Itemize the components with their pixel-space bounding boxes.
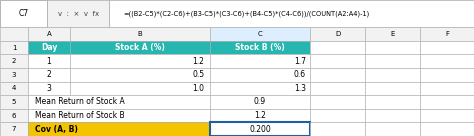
Text: 1: 1 [12,45,16,51]
Bar [210,54,310,68]
Bar [310,68,365,82]
Bar [0,27,28,41]
Bar [310,54,365,68]
Text: v  :  ×  v  fx: v : × v fx [58,11,99,17]
Text: 4: 4 [12,85,16,91]
Bar [28,95,210,109]
Text: 0.6: 0.6 [294,70,306,79]
Bar [310,109,365,122]
Bar [28,109,210,122]
Text: =((B2-C5)*(C2-C6)+(B3-C5)*(C3-C6)+(B4-C5)*(C4-C6))/(COUNT(A2:A4)-1): =((B2-C5)*(C2-C6)+(B3-C5)*(C3-C6)+(B4-C5… [124,10,370,17]
Bar [70,54,210,68]
Bar [28,54,70,68]
Text: 1.0: 1.0 [192,84,204,93]
Text: 1.2: 1.2 [254,111,266,120]
Bar [310,27,365,41]
Bar [0,41,28,54]
Bar [70,82,210,95]
Bar [0,109,28,122]
Text: 0.200: 0.200 [249,125,271,134]
Text: 2: 2 [12,58,16,64]
Bar [365,95,420,109]
Text: A: A [46,31,51,37]
Bar [0,82,28,95]
Bar [420,82,474,95]
Bar [28,27,70,41]
Text: 7: 7 [12,126,16,132]
Text: C: C [258,31,263,37]
Bar [420,122,474,136]
Bar [28,122,210,136]
Text: 1.7: 1.7 [294,57,306,66]
Text: 3: 3 [46,84,52,93]
Bar [365,27,420,41]
Text: 6: 6 [12,113,16,119]
Text: B: B [137,31,142,37]
Bar [70,27,210,41]
Bar [210,41,310,54]
Bar [365,54,420,68]
Bar [365,109,420,122]
Bar [210,68,310,82]
Text: E: E [390,31,395,37]
Bar [210,122,310,136]
Bar [210,109,310,122]
Bar [310,95,365,109]
Bar [28,41,70,54]
Bar [210,82,310,95]
Text: 0.9: 0.9 [254,98,266,106]
Bar [47,0,109,27]
Bar [0,122,28,136]
Text: 0.5: 0.5 [192,70,204,79]
Bar [420,54,474,68]
Bar [28,68,70,82]
Text: 2: 2 [46,70,51,79]
Bar [420,95,474,109]
Bar [0,0,47,27]
Bar [310,41,365,54]
Bar [420,27,474,41]
Bar [0,95,28,109]
Bar [365,68,420,82]
Bar [0,68,28,82]
Bar [365,41,420,54]
Text: Mean Return of Stock A: Mean Return of Stock A [35,98,125,106]
Text: C7: C7 [18,9,29,18]
Text: 5: 5 [12,99,16,105]
Text: 3: 3 [12,72,16,78]
Text: Stock B (%): Stock B (%) [235,43,285,52]
Bar [210,27,310,41]
Bar [310,82,365,95]
Bar [420,68,474,82]
Bar [0,54,28,68]
Text: Day: Day [41,43,57,52]
Bar [28,82,70,95]
Bar [420,109,474,122]
Bar [420,41,474,54]
Text: F: F [445,31,449,37]
Text: Cov (A, B): Cov (A, B) [35,125,78,134]
Bar [70,41,210,54]
Bar [109,0,474,27]
Text: 1.2: 1.2 [192,57,204,66]
Text: D: D [335,31,340,37]
Bar [210,95,310,109]
Bar [310,122,365,136]
Bar [365,122,420,136]
Bar [70,68,210,82]
Text: Mean Return of Stock B: Mean Return of Stock B [35,111,125,120]
Text: 1: 1 [46,57,51,66]
Bar [365,82,420,95]
Text: 1.3: 1.3 [294,84,306,93]
Text: Stock A (%): Stock A (%) [115,43,165,52]
